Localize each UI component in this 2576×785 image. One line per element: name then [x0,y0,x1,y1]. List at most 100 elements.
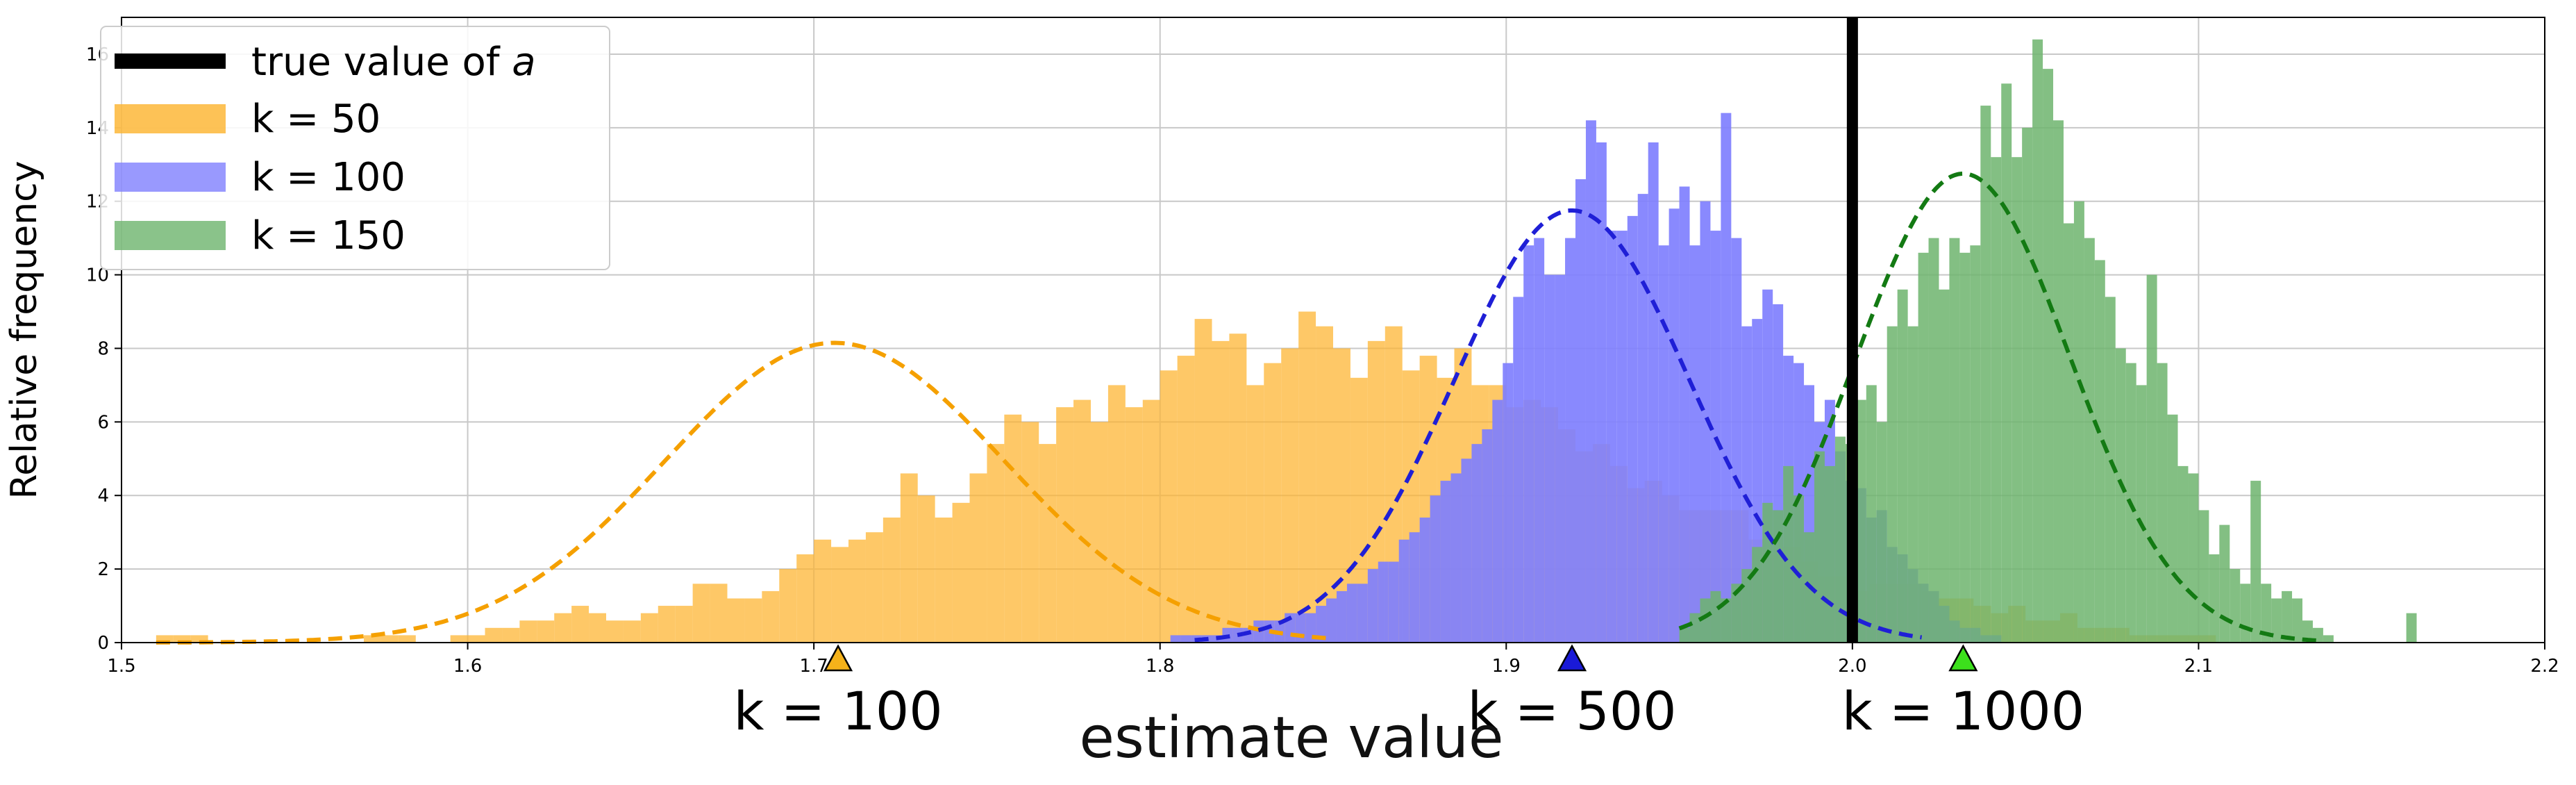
histogram-bar [710,584,728,643]
histogram-bar [1731,238,1742,643]
histogram-bar [692,584,710,643]
histogram-bar [2261,584,2272,643]
histogram-bar [364,635,381,643]
histogram-bar [1298,311,1316,643]
histogram-bar [1855,399,1866,643]
histogram-bar [2043,69,2054,643]
histogram-bar [865,532,883,643]
histogram-bar [848,539,866,643]
y-tick-label: 0 [97,633,109,654]
histogram-bar [1281,348,1299,643]
marker-triangle-icon [1948,644,1978,672]
marker-label: k = 1000 [1842,680,2084,742]
histogram-bar [502,627,520,643]
histogram-bar [1523,245,1534,643]
histogram-bar [1295,613,1306,643]
histogram-bar [2136,385,2147,643]
x-tick-label: 1.6 [453,656,482,677]
histogram-bar [623,620,641,643]
histogram-bar [2053,120,2064,643]
histogram-bar [571,606,589,643]
histogram-bar [779,569,797,643]
histogram-bar [1471,444,1482,643]
histogram-bar [173,635,191,643]
histogram-bar [1316,606,1327,643]
histogram-bar [1741,569,1753,643]
histogram-bar [1125,407,1143,643]
legend-swatch [115,221,226,250]
histogram-bar [2406,613,2417,643]
histogram-bar [1388,561,1399,643]
histogram-bar [1658,245,1669,643]
y-tick-label: 4 [97,486,109,506]
histogram-bar [952,502,970,643]
histogram-bar [917,495,935,643]
x-axis-label: estimate value [1080,705,1504,771]
histogram-bar [1555,274,1566,643]
x-tick-label: 1.9 [1492,656,1521,677]
histogram-bar [2271,598,2282,643]
histogram-bar [1585,120,1596,643]
marker-triangle-icon [1557,644,1587,672]
legend-swatch [115,163,226,192]
fit-curve-2 [1194,208,1923,643]
histogram-bar [675,606,693,643]
histogram-bar [1107,385,1126,643]
histogram-bar [1378,561,1389,643]
histogram-bar [2250,481,2261,643]
y-tick-label: 2 [97,559,109,580]
histogram-bar [1679,186,1690,643]
histogram-bar [987,444,1005,643]
legend: true value of a k = 50 k = 100 k = 150 [100,26,610,270]
legend-swatch [115,104,226,133]
x-tick-label: 1.7 [799,656,828,677]
histogram-bar [1039,444,1057,643]
histogram-bar [1897,289,1908,643]
k-markers: k = 100 k = 500 k = 1000 [734,644,2084,742]
histogram-bar [1004,414,1022,643]
histogram-bar [1928,238,1939,643]
histogram-bar [2146,274,2157,643]
histogram-bar [1180,635,1191,643]
histogram-bar [1627,215,1638,643]
histogram-bar [1492,399,1503,643]
histogram-bar [606,620,624,643]
histogram-bar [156,635,174,643]
histogram-bar [2198,510,2209,643]
histogram-bar [1367,569,1378,643]
histogram-bar [831,547,848,643]
histogram-bar [2012,157,2023,643]
histogram-bar [1731,584,1742,643]
histogram-bar [1991,157,2002,643]
histogram-bar [1503,363,1514,643]
histogram-bar [1575,179,1586,643]
histogram-bar [1721,113,1732,643]
histogram-bar [1700,201,1711,643]
histogram-bar [1648,142,1659,643]
histogram-bar [2063,223,2074,643]
histogram-bar [640,613,658,643]
histogram-bar [2157,363,2168,643]
histogram-bar [1679,627,1690,643]
histogram-bar [1073,399,1091,643]
histogram-bar [1918,252,1929,643]
histogram-bar [1419,518,1430,643]
histogram-bar [1091,422,1108,643]
legend-label: k = 150 [251,213,405,258]
histogram-bar [2323,635,2334,643]
histogram-bar [1170,635,1181,643]
histogram-bar [2073,201,2084,643]
histogram-bar [1689,245,1700,643]
histogram-bar [1534,238,1545,643]
histogram-bar [1949,238,1960,643]
histogram-bar [2105,297,2116,643]
histogram-bar [2240,584,2251,643]
histogram-bar [1762,502,1773,643]
histogram-bar [969,473,987,643]
histogram-bar [1970,245,1981,643]
histogram-bar [1834,436,1846,643]
x-tick-label: 2.2 [2530,656,2559,677]
histogram-bar [485,627,503,643]
histogram-bar [2032,39,2043,643]
